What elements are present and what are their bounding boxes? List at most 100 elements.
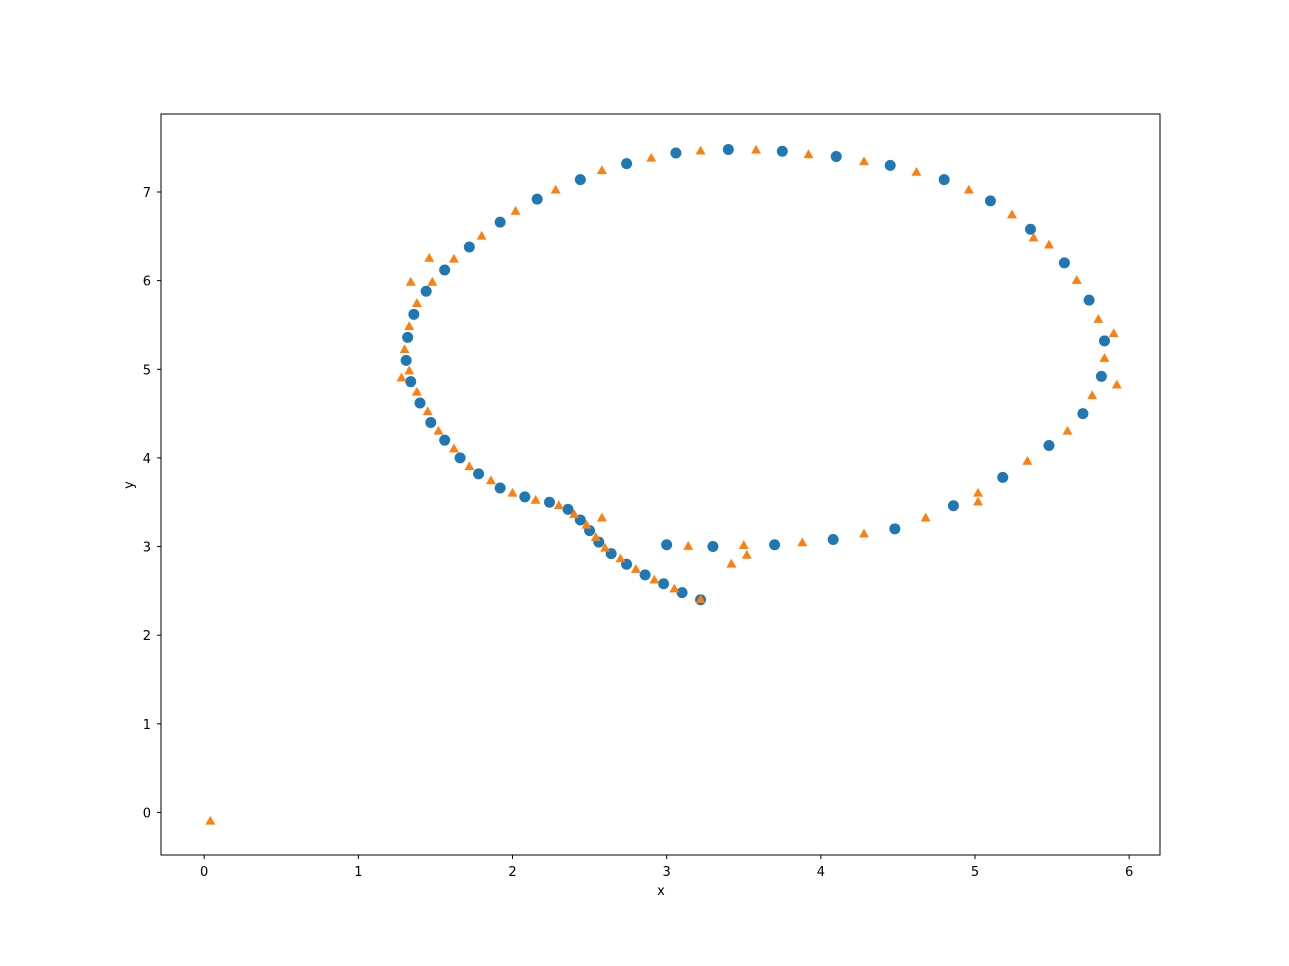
data-point: [411, 386, 422, 396]
data-point: [1095, 370, 1107, 382]
data-point: [1087, 390, 1098, 400]
data-point: [463, 241, 475, 253]
data-point: [738, 540, 749, 549]
data-point: [859, 156, 869, 166]
data-point: [574, 174, 586, 186]
data-point: [1028, 232, 1039, 242]
data-point: [797, 537, 808, 547]
data-point: [973, 487, 984, 497]
data-point: [494, 216, 506, 228]
data-point: [424, 252, 435, 262]
data-point: [448, 253, 459, 263]
data-point: [751, 144, 762, 154]
data-point: [1111, 379, 1122, 389]
data-point: [581, 519, 592, 529]
data-point: [695, 145, 706, 155]
data-point: [683, 541, 694, 550]
data-point: [404, 321, 415, 331]
data-point: [408, 308, 420, 320]
data-point: [550, 184, 561, 194]
data-point: [439, 264, 451, 276]
data-point: [448, 443, 459, 453]
data-point: [553, 500, 564, 510]
data-point: [422, 406, 433, 416]
plot-frame: [160, 113, 1161, 856]
data-point: [776, 145, 788, 157]
data-point: [646, 152, 657, 162]
y-tick-label: 5: [143, 363, 151, 378]
data-point: [404, 365, 415, 375]
y-tick-label: 3: [143, 541, 151, 556]
data-point: [590, 532, 601, 541]
data-point: [670, 147, 682, 159]
data-point: [396, 372, 407, 382]
data-point: [639, 569, 651, 581]
data-point: [1007, 209, 1017, 219]
data-point: [695, 594, 706, 604]
data-point: [454, 452, 466, 464]
y-tick-label: 6: [143, 275, 151, 290]
data-point: [1025, 223, 1036, 235]
data-point: [485, 475, 496, 485]
series-layer: [205, 143, 1122, 825]
data-point: [507, 487, 518, 497]
y-axis-ticks: 0 1 2 3 4 5 6 7: [143, 186, 161, 821]
data-point: [510, 206, 521, 215]
data-point: [830, 151, 842, 163]
data-point: [973, 496, 984, 506]
data-point: [427, 276, 438, 286]
data-point: [600, 542, 610, 552]
x-tick-label: 1: [354, 865, 362, 880]
data-point: [420, 285, 432, 297]
data-point: [658, 578, 670, 590]
series-1: [205, 144, 1122, 825]
data-point: [425, 416, 437, 428]
data-point: [859, 528, 869, 538]
data-point: [769, 539, 781, 551]
data-point: [1044, 239, 1054, 249]
data-point: [997, 471, 1009, 483]
x-tick-label: 2: [508, 865, 516, 880]
data-point: [414, 397, 426, 409]
data-point: [911, 167, 922, 176]
data-point: [722, 143, 734, 155]
data-point: [531, 193, 543, 205]
data-point: [402, 331, 414, 343]
y-tick-label: 1: [143, 718, 151, 733]
data-point: [1108, 328, 1119, 338]
data-point: [1083, 294, 1095, 306]
data-point: [649, 574, 660, 584]
x-tick-label: 5: [971, 865, 979, 880]
data-point: [530, 494, 541, 504]
x-tick-label: 0: [200, 865, 208, 880]
data-point: [726, 558, 737, 568]
data-point: [920, 512, 931, 522]
data-point: [519, 491, 531, 503]
data-point: [1077, 408, 1089, 420]
data-point: [827, 533, 839, 545]
x-tick-label: 6: [1125, 865, 1133, 880]
data-point: [433, 425, 444, 435]
data-point: [1071, 275, 1082, 284]
data-point: [476, 230, 487, 240]
data-point: [569, 509, 580, 518]
data-point: [1099, 335, 1110, 347]
data-point: [494, 482, 506, 494]
data-point: [400, 354, 412, 366]
data-point: [741, 549, 752, 559]
x-axis-label: x: [657, 884, 665, 899]
data-point: [884, 159, 896, 171]
data-point: [1043, 440, 1055, 451]
data-point: [676, 587, 688, 599]
y-tick-label: 0: [143, 806, 151, 821]
y-axis-label: y: [122, 481, 137, 489]
data-point: [399, 344, 410, 354]
data-point: [464, 461, 475, 471]
x-tick-label: 4: [817, 865, 825, 880]
data-point: [596, 512, 607, 522]
data-point: [630, 564, 641, 573]
plot-background: [161, 114, 1160, 855]
data-point: [938, 174, 950, 186]
data-point: [621, 158, 633, 170]
